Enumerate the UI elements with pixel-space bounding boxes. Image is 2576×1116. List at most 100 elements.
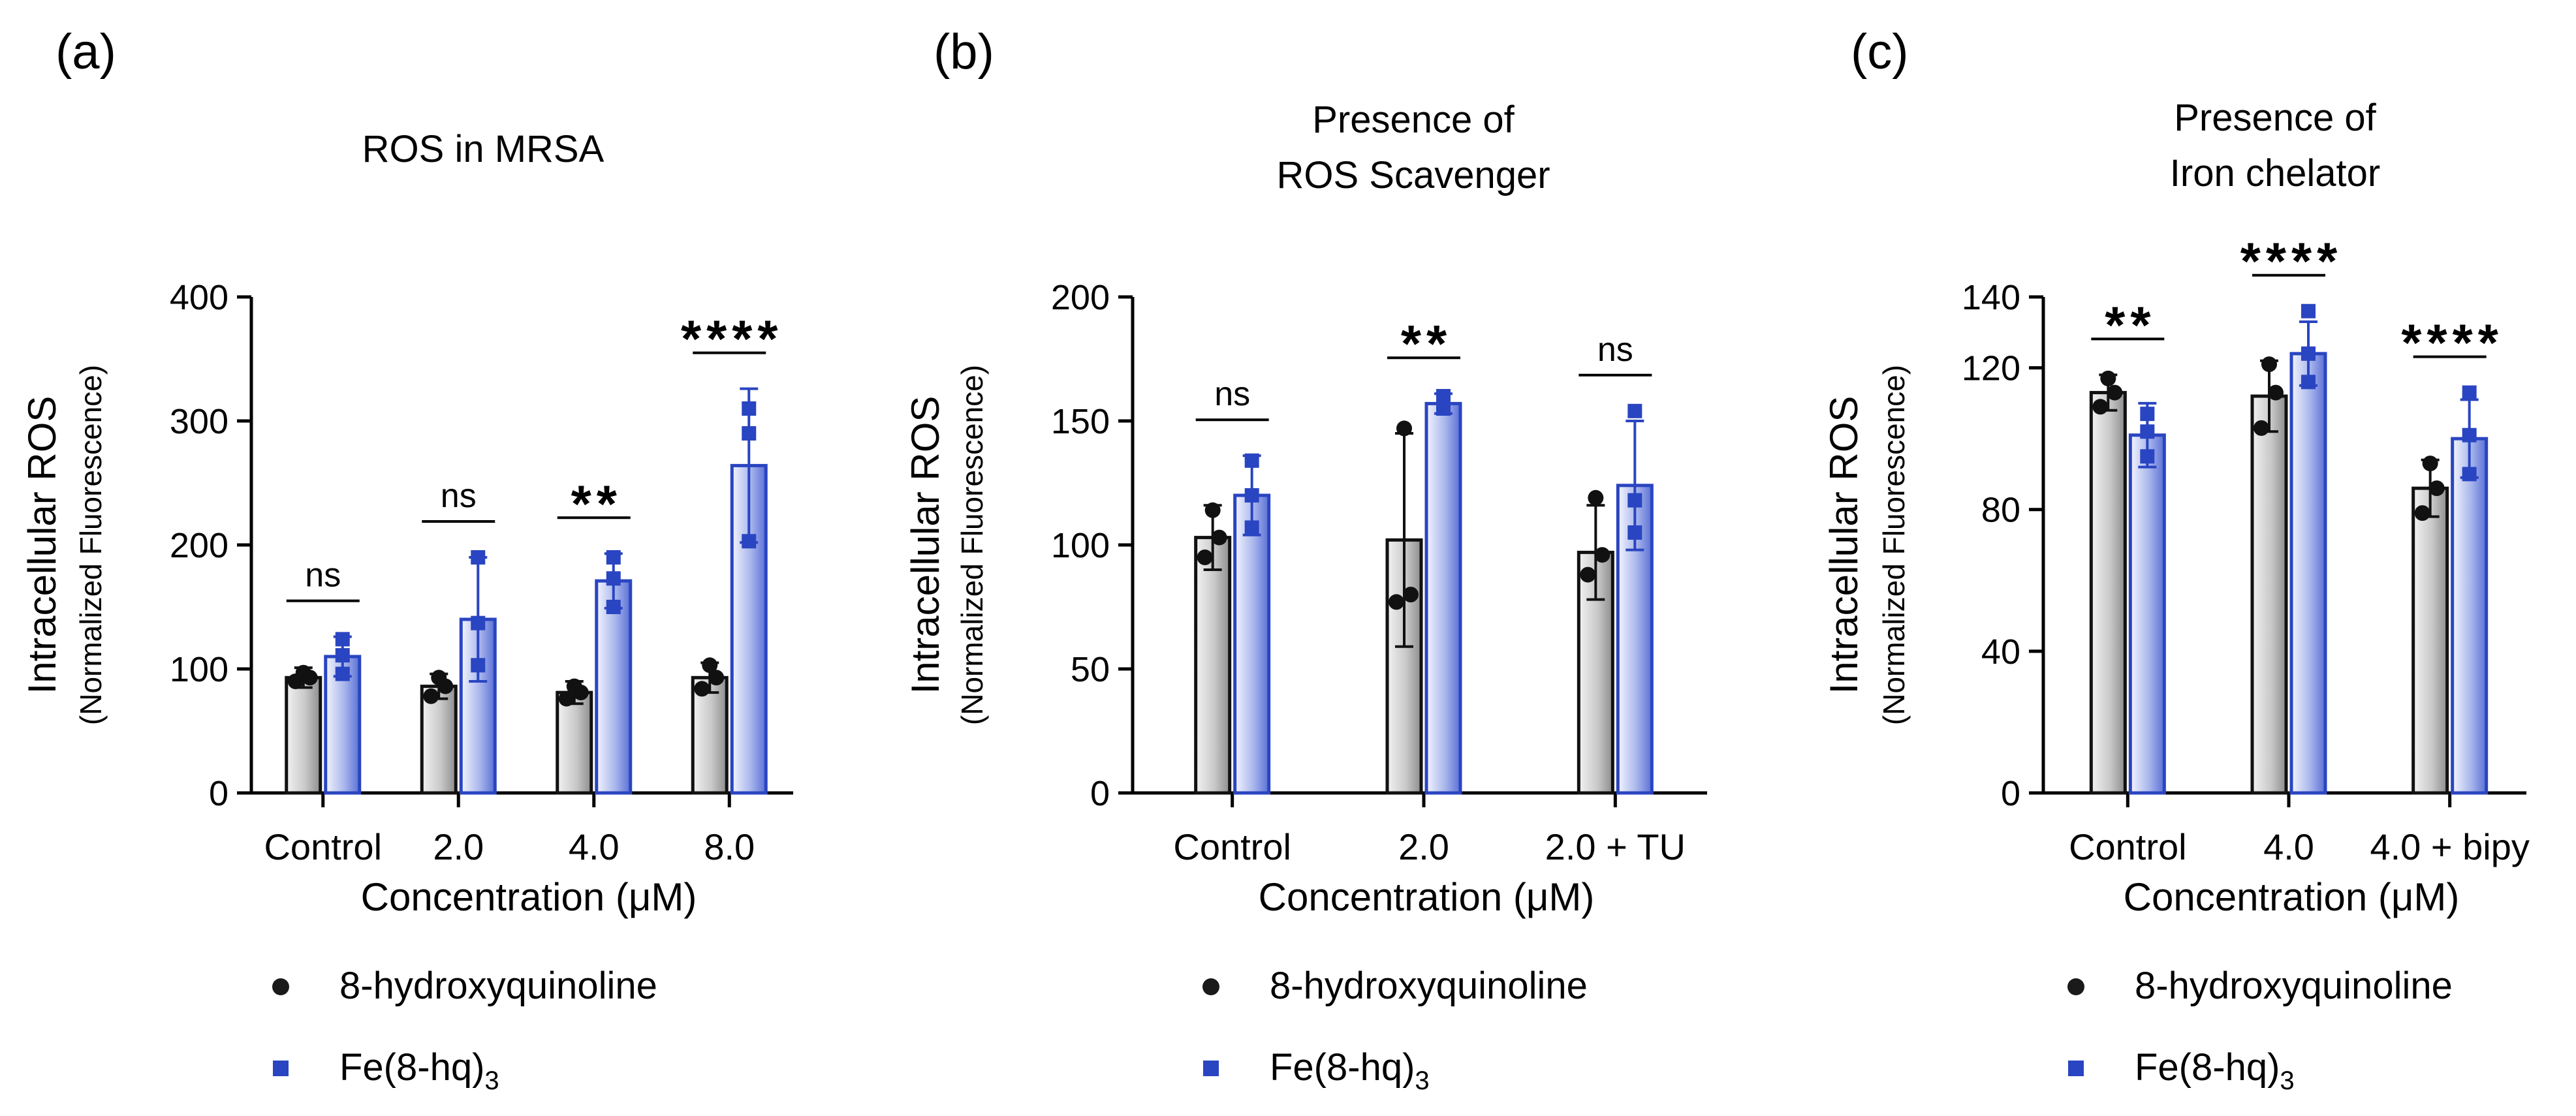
data-point: [2428, 480, 2445, 497]
x-tick-label: 4.0: [2263, 826, 2314, 867]
legend-3: 8-hydroxyquinoline Fe(8-hq)3: [2067, 965, 2453, 1095]
data-point: [558, 690, 574, 707]
legend-subscript: 3: [2280, 1066, 2294, 1095]
data-point: [423, 688, 439, 704]
y-tick-label: 400: [170, 278, 228, 317]
legend-subscript: 3: [1415, 1066, 1429, 1095]
data-point: [1197, 550, 1213, 565]
y-tick-label: 100: [170, 650, 228, 689]
x-axis-label: Concentration (μM): [1259, 875, 1595, 919]
bar: [2128, 433, 2166, 795]
y-tick-label: 0: [209, 774, 228, 813]
y-tick-label: 150: [1051, 402, 1110, 441]
legend-label: Fe(8-hq)3: [339, 1046, 499, 1095]
data-point: [2268, 384, 2284, 401]
data-point: [606, 550, 621, 565]
significance-label: ns: [305, 557, 341, 595]
data-point: [1627, 525, 1642, 540]
data-point: [335, 648, 350, 663]
data-point: [2301, 375, 2316, 390]
y-tick-label: 100: [1051, 526, 1110, 565]
significance-label: ns: [441, 477, 477, 515]
chart-panel-1: (a) ROS in MRSA 0 100 200 300 400 Intracellular…: [20, 24, 793, 919]
legend-marker: [2068, 1061, 2084, 1076]
panel-label: (b): [934, 24, 994, 80]
data-point: [702, 657, 718, 674]
significance-label: **: [571, 474, 622, 533]
bar: [691, 675, 729, 795]
significance-label: **: [2105, 296, 2156, 354]
chart-panel-3: (c) Presence of Iron chelator 0 40 80 120 140 In…: [1822, 24, 2530, 919]
y-tick-label: 300: [170, 402, 228, 441]
data-point: [1396, 420, 1412, 437]
x-tick-label: 4.0: [569, 826, 620, 867]
legend-label: Fe(8-hq)3: [1270, 1046, 1430, 1095]
bar: [1424, 401, 1462, 795]
y-tick-label: 80: [1981, 491, 2020, 530]
data-point: [566, 678, 582, 694]
data-point: [1588, 489, 1604, 506]
data-point: [1211, 529, 1227, 546]
data-point: [2422, 456, 2438, 472]
data-point: [2462, 467, 2477, 482]
chart-title: Presence of: [1312, 99, 1515, 141]
data-point: [742, 534, 757, 549]
significance-label: ns: [1214, 375, 1250, 413]
x-axis-label: Concentration (μM): [2124, 875, 2460, 919]
bar: [2289, 352, 2327, 795]
legend-marker: [1203, 1061, 1219, 1076]
y-axis-label-secondary: (Normalized Fluorescence): [1877, 365, 1911, 725]
data-point: [606, 571, 621, 586]
data-point: [2092, 399, 2109, 415]
data-point: [2254, 420, 2269, 436]
bar: [1577, 550, 1614, 795]
panel-label: (a): [55, 24, 116, 80]
data-point: [335, 666, 350, 681]
legend-2: 8-hydroxyquinoline Fe(8-hq)3: [1202, 965, 1588, 1095]
legend-marker: [273, 1061, 289, 1076]
y-axis-label: Intracellular ROS: [1822, 396, 1866, 694]
x-tick-label: Control: [2069, 826, 2187, 867]
bar: [2089, 391, 2127, 795]
legend-marker: [1202, 978, 1219, 995]
data-point: [606, 600, 621, 614]
bar: [420, 685, 458, 795]
chart-title: ROS Scavenger: [1276, 154, 1550, 196]
y-axis-label-secondary: (Normalized Fluorescence): [74, 365, 108, 725]
data-point: [1627, 403, 1642, 418]
data-point: [1403, 587, 1419, 602]
data-point: [1580, 566, 1596, 583]
chart-title: Iron chelator: [2170, 152, 2380, 194]
data-point: [295, 664, 311, 681]
legend-marker: [272, 978, 289, 995]
legend-label: Fe(8-hq)3: [2135, 1046, 2295, 1095]
y-tick-label: 40: [1981, 632, 2020, 672]
y-tick-label: 120: [1962, 349, 2020, 388]
x-tick-label: Control: [1173, 826, 1291, 867]
significance-label: ****: [2401, 314, 2504, 372]
panels: (a)ROS in MRSA0100200300400Intracellular…: [20, 24, 2530, 919]
data-point: [2261, 356, 2277, 373]
data-point: [2100, 370, 2116, 386]
data-point: [1594, 547, 1610, 563]
significance-label: ns: [1597, 331, 1633, 369]
x-axis-label: Concentration (μM): [361, 875, 697, 919]
data-point: [471, 658, 486, 673]
y-axis-label-secondary: (Normalized Fluorescence): [955, 365, 989, 725]
x-tick-label: 2.0: [433, 826, 484, 867]
x-tick-label: 4.0 + bipy: [2370, 826, 2529, 867]
data-point: [2140, 407, 2155, 422]
legend-subscript: 3: [484, 1066, 499, 1095]
legend-label: 8-hydroxyquinoline: [2135, 965, 2453, 1007]
data-point: [2140, 424, 2155, 439]
y-tick-label: 200: [1051, 278, 1110, 317]
x-tick-label: Control: [264, 826, 382, 867]
y-tick-label: 140: [1962, 278, 2020, 317]
y-tick-label: 0: [1090, 774, 1110, 813]
data-point: [2107, 384, 2123, 401]
y-axis-label: Intracellular ROS: [20, 396, 64, 694]
data-point: [1389, 594, 1404, 610]
data-point: [2301, 303, 2316, 318]
data-point: [471, 550, 486, 565]
